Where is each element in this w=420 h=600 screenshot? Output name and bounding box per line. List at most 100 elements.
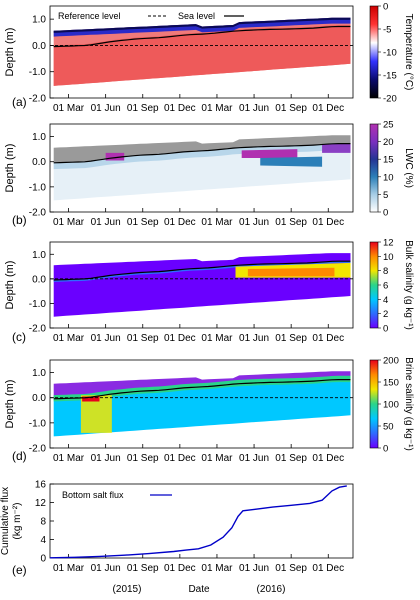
panel-b-field (53, 135, 351, 201)
x-tick-label: 01 Jun (91, 103, 121, 114)
x-tick-label: 01 Jun (239, 103, 269, 114)
x-tick-label: 01 Mar (53, 563, 85, 574)
panel-e-label: (e) (12, 563, 27, 577)
colorbar-gradient (369, 241, 379, 329)
year-2016-label: (2016) (257, 584, 286, 595)
colorbar-tick-label: 25 (383, 120, 394, 131)
panel-e-y-ticks: 16 12 8 4 0 (35, 480, 54, 565)
y-tick-label: 4 (40, 535, 46, 546)
colorbar-tick-label: -10 (383, 48, 397, 59)
x-tick-label: 01 Mar (201, 453, 233, 464)
colorbar-tick-label: 150 (383, 378, 399, 389)
panel-a-colorbar: 0 -5 -10 -15 -20 (369, 2, 397, 105)
panel-b-y-ticks: 1.0 0.0 -1.0 -2.0 (29, 132, 54, 219)
x-tick-label: 01 Dec (312, 103, 344, 114)
x-tick-label: 01 Dec (164, 217, 196, 228)
x-tick-label: 01 Jun (239, 217, 269, 228)
panel-a-colorbar-label: Temperature (°C) (403, 14, 414, 91)
panel-d-colorbar-label: Brine salinity (g kg⁻¹) (403, 357, 414, 451)
colorbar-gradient (369, 359, 379, 449)
x-tick-label: 01 Sep (127, 217, 159, 228)
high-lwc-patch-2016 (241, 149, 298, 158)
panel-c-x-ticks: 01 Mar 01 Jun 01 Sep 01 Dec 01 Mar 01 Jun 01 S… (53, 324, 344, 344)
panel-d-field (50, 371, 353, 437)
panel-d-y-ticks: 1.0 0.0 -1.0 -2.0 (29, 368, 54, 455)
panel-d: 1.00.0-1.0-2.0 01 Mar 01 Jun 01 Sep 01 Dec 0… (4, 356, 414, 465)
panel-e-ylabel-line1: Cumulative flux (0, 487, 11, 555)
y-tick-label: 1.0 (32, 15, 46, 26)
y-tick-label: -1.0 (29, 67, 47, 78)
panel-b-colorbar-label: LWC (%) (403, 148, 414, 188)
coldest-surface-layer (53, 17, 351, 33)
x-tick-label: 01 Sep (275, 563, 307, 574)
panel-d-frame (49, 359, 354, 449)
colorbar-gradient (369, 5, 379, 99)
x-tick-label: 01 Dec (312, 333, 344, 344)
sea-level-line (53, 143, 351, 164)
high-brine-column (80, 395, 112, 433)
bottom-salt-flux-line (49, 485, 347, 559)
interface-band (53, 261, 351, 282)
panel-b-colorbar: 25 20 15 10 5 0 (369, 120, 394, 219)
colorbar-tick-label: 2 (383, 309, 388, 320)
year-2015-label: (2015) (113, 584, 142, 595)
y-tick-label: 1.0 (32, 368, 46, 379)
colorbar-tick-label: 100 (383, 400, 399, 411)
y-tick-label: -1.0 (29, 299, 47, 310)
x-tick-label: 01 Mar (201, 217, 233, 228)
x-tick-label: 01 Sep (275, 217, 307, 228)
colorbar-tick-label: -20 (383, 94, 397, 105)
date-axis-label: Date (188, 584, 210, 595)
x-tick-label: 01 Sep (127, 333, 159, 344)
colorbar-tick-label: 4 (383, 295, 388, 306)
panel-c-field (50, 253, 353, 317)
colorbar-gradient (369, 123, 379, 213)
panel-b-frame (49, 123, 354, 213)
panel-c-y-ticks: 1.0 0.0 -1.0 -2.0 (29, 250, 54, 335)
panel-a-label: (a) (12, 95, 27, 109)
x-tick-label: 01 Mar (53, 103, 85, 114)
x-tick-label: 01 Sep (127, 453, 159, 464)
colorbar-tick-label: 50 (383, 422, 394, 433)
colorbar-tick-label: 20 (383, 137, 394, 148)
legend-bottom-salt-flux: Bottom salt flux (62, 490, 124, 500)
highest-bulk-salinity-patch (247, 267, 335, 277)
colorbar-tick-label: -15 (383, 71, 397, 82)
colorbar-tick-label: 6 (383, 281, 388, 292)
x-tick-label: 01 Dec (312, 217, 344, 228)
panel-d-label: (d) (12, 449, 27, 463)
x-tick-label: 01 Mar (201, 563, 233, 574)
y-tick-label: 0 (40, 554, 46, 565)
x-tick-label: 01 Mar (53, 333, 85, 344)
colorbar-tick-label: 8 (383, 266, 388, 277)
mid-lwc-patch (260, 156, 323, 167)
sea-level-line (53, 25, 351, 48)
x-tick-label: 01 Dec (312, 563, 344, 574)
y-tick-label: -2.0 (29, 208, 47, 219)
x-tick-label: 01 Dec (164, 563, 196, 574)
colorbar-tick-label: 12 (383, 238, 394, 249)
panel-c-colorbar-label: Bulk salinity (g kg⁻¹) (403, 240, 414, 330)
y-tick-label: 8 (40, 517, 46, 528)
y-tick-label: -2.0 (29, 324, 47, 335)
panel-c-ylabel: Depth (m) (4, 261, 16, 310)
panel-a-field (50, 17, 353, 86)
x-tick-label: 01 Sep (275, 453, 307, 464)
y-tick-label: 0.0 (32, 274, 46, 285)
panel-c-colorbar: 12 10 8 6 4 2 0 (369, 238, 394, 335)
y-tick-label: 0.0 (32, 157, 46, 168)
legend-sea-level: Sea level (178, 11, 215, 21)
panel-a-x-ticks: 01 Mar 01 Jun 01 Sep 01 Dec 01 Mar 01 Jun 01 S… (53, 94, 344, 114)
colorbar-tick-label: 10 (383, 252, 394, 263)
colorbar-tick-label: -5 (383, 25, 391, 36)
x-tick-label: 01 Jun (91, 217, 121, 228)
x-tick-label: 01 Dec (312, 453, 344, 464)
panel-d-ylabel: Depth (m) (4, 380, 16, 429)
y-tick-label: -2.0 (29, 94, 47, 105)
high-lwc-end (322, 142, 351, 153)
colorbar-tick-label: 10 (383, 172, 394, 183)
panel-b-label: (b) (12, 213, 27, 227)
panel-e-series (49, 485, 347, 559)
